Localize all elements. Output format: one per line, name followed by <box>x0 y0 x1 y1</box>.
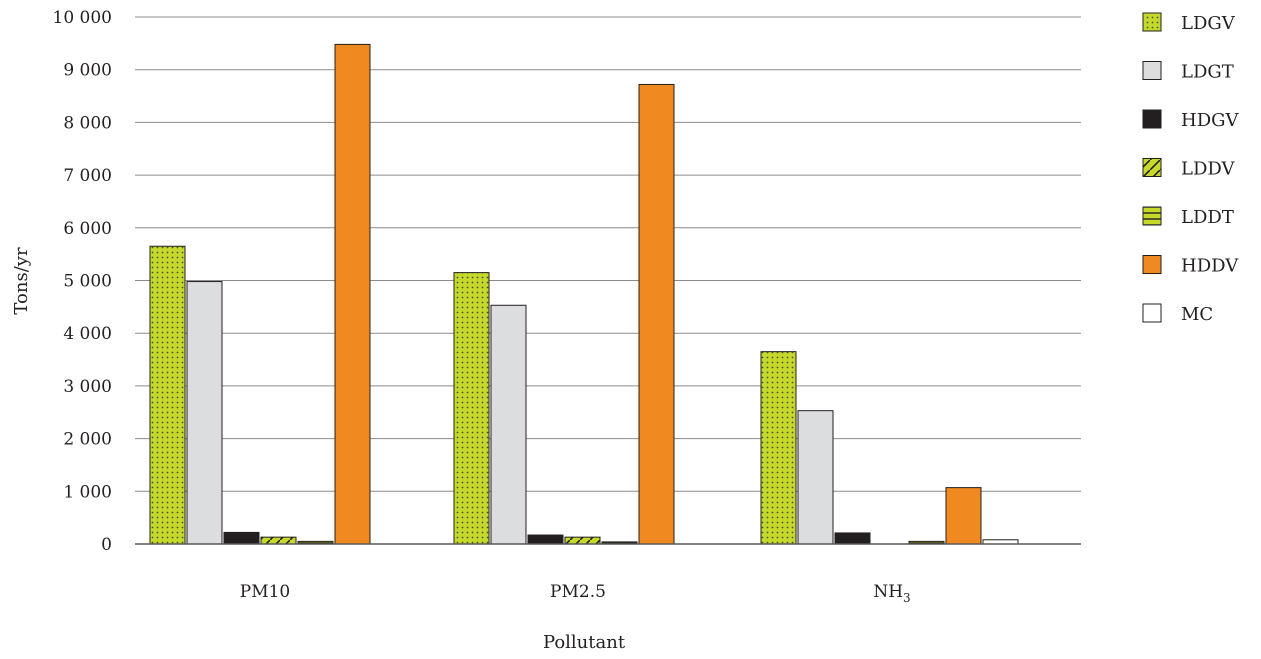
axes: PM10 PM2.5 NH3 <box>135 543 1081 605</box>
y-tick-label: 6 000 <box>63 219 112 239</box>
legend-swatch-ldgv <box>1142 12 1162 32</box>
legend-swatch-ldgt <box>1142 61 1162 80</box>
bar-ldgt-0 <box>186 281 223 545</box>
x-tick-label: PM2.5 <box>550 582 606 602</box>
y-tick-label: 8 000 <box>63 113 112 133</box>
y-tick-label: 10 000 <box>53 8 112 28</box>
y-axis-title: Tons/yr <box>11 247 32 315</box>
x-tick-label: PM10 <box>240 582 290 602</box>
y-tick-label: 9 000 <box>63 61 112 81</box>
bar-hddv-2 <box>945 487 982 545</box>
y-tick-label: 1 000 <box>63 482 112 502</box>
bar-ldgv-1 <box>453 272 490 545</box>
gridlines: 0 1 000 2 000 3 000 4 000 5 000 6 000 7 000 8 00… <box>53 8 1081 555</box>
legend-label-lddv: LDDV <box>1181 159 1236 180</box>
legend-label-mc: MC <box>1181 304 1213 325</box>
y-tick-label: 5 000 <box>63 272 112 292</box>
legend-label-hdgv: HDGV <box>1181 110 1240 131</box>
legend-swatch-hddv <box>1142 255 1162 274</box>
bar-lddv-0 <box>260 536 297 545</box>
legend-swatch-lddv <box>1142 158 1162 177</box>
bar-hdgv-0 <box>223 531 260 545</box>
bar-ldgt-1 <box>490 304 527 545</box>
legend-label-ldgt: LDGT <box>1181 62 1234 83</box>
legend-swatch-lddt <box>1142 206 1162 226</box>
y-tick-label: 3 000 <box>63 377 112 397</box>
bar-hdgv-1 <box>527 534 564 545</box>
bar-hddv-1 <box>638 83 675 545</box>
y-tick-label: 0 <box>101 535 112 555</box>
bar-hddv-0 <box>334 43 371 545</box>
legend-label-hddv: HDDV <box>1181 256 1239 277</box>
y-tick-label: 2 000 <box>63 430 112 450</box>
bar-lddv-1 <box>564 536 601 545</box>
bar-hdgv-2 <box>834 532 871 545</box>
x-tick-label: NH3 <box>873 582 910 605</box>
legend-swatch-mc <box>1142 303 1162 323</box>
legend-swatch-hdgv <box>1142 109 1162 129</box>
legend-label-lddt: LDDT <box>1181 207 1234 228</box>
bar-ldgv-0 <box>149 245 186 545</box>
y-tick-label: 4 000 <box>63 324 112 344</box>
legend-label-ldgv: LDGV <box>1181 13 1236 34</box>
bar-ldgt-2 <box>797 410 834 545</box>
bars <box>149 43 1019 545</box>
x-axis-title: Pollutant <box>543 632 626 653</box>
legend: LDGV LDGT HDGV LDDV LDDT HDDV MC <box>1142 12 1240 325</box>
bar-ldgv-2 <box>760 351 797 545</box>
y-tick-label: 7 000 <box>63 166 112 186</box>
